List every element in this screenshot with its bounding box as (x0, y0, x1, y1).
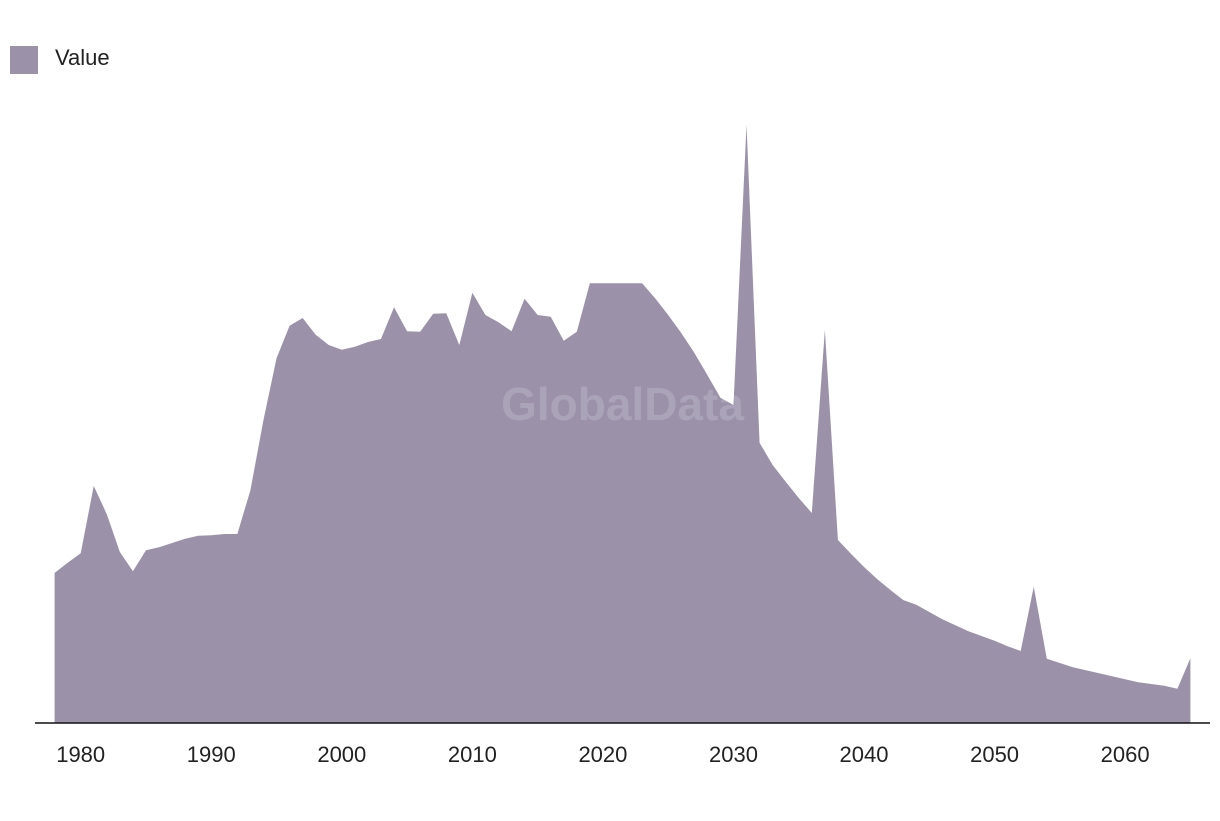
x-tick-label: 1990 (187, 742, 236, 767)
x-tick-label: 2060 (1101, 742, 1150, 767)
watermark: GlobalData (501, 378, 744, 430)
legend-label: Value (55, 45, 110, 70)
area (54, 124, 1191, 724)
x-tick-label: 2000 (317, 742, 366, 767)
x-tick-label: 1980 (56, 742, 105, 767)
x-tick-label: 2010 (448, 742, 497, 767)
x-tick-label: 2020 (578, 742, 627, 767)
legend-swatch (10, 46, 38, 74)
x-tick-label: 2050 (970, 742, 1019, 767)
x-tick-label: 2030 (709, 742, 758, 767)
x-tick-label: 2040 (840, 742, 889, 767)
